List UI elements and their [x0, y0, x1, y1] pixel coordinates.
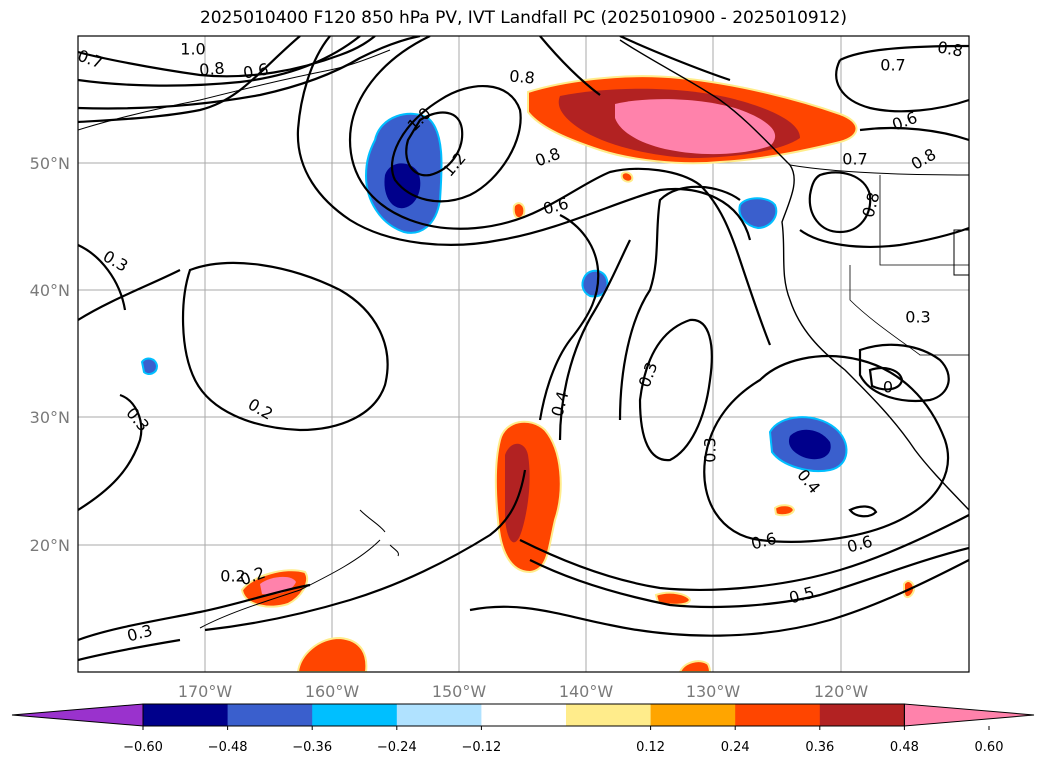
- contour-label: 0: [883, 378, 893, 397]
- contour-label: 0.2: [220, 567, 245, 586]
- positive-anomaly-subtropical-core: [505, 443, 530, 543]
- lat-label: 30°N: [30, 408, 70, 427]
- lon-label: 140°W: [559, 682, 614, 701]
- colorbar-segment: [650, 704, 736, 726]
- colorbar-extend-high: [903, 703, 1035, 727]
- colorbar-tick-label: 0.24: [721, 740, 750, 755]
- colorbar-tick-label: 0.12: [636, 740, 665, 755]
- lon-label: 120°W: [814, 682, 869, 701]
- contour-label: 0.8: [198, 58, 225, 79]
- lat-label: 40°N: [30, 281, 70, 300]
- negative-anomaly-baja-core: [788, 429, 831, 460]
- lon-label: 170°W: [178, 682, 233, 701]
- colorbar-segment: [227, 704, 313, 726]
- lon-label: 160°W: [305, 682, 360, 701]
- colorbar-tick-label: 0.48: [890, 740, 919, 755]
- colorbar-tick-label: 0.36: [805, 740, 834, 755]
- positive-anomaly-bottom-1: [296, 636, 368, 672]
- colorbar-extend-low: [11, 703, 144, 727]
- colorbar-segment: [735, 704, 821, 726]
- contour-label: 0.6: [242, 59, 270, 82]
- map-frame: [77, 35, 970, 673]
- positive-anomaly-small-8: [620, 171, 634, 183]
- latitude-labels: 50°N 40°N 30°N 20°N: [30, 154, 70, 555]
- figure-title: 2025010400 F120 850 hPa PV, IVT Landfall…: [199, 8, 847, 28]
- lon-label: 150°W: [432, 682, 487, 701]
- contour-label: 0.3: [905, 308, 930, 327]
- pv-anomaly-fills: [140, 75, 916, 672]
- colorbar-segment: [312, 704, 398, 726]
- colorbar-tick-label: −0.60: [123, 740, 163, 755]
- lat-label: 50°N: [30, 154, 70, 173]
- positive-anomaly-bc-peak: [615, 99, 776, 155]
- contour-label: 0.7: [880, 56, 905, 75]
- negative-anomaly-small-1: [738, 197, 778, 230]
- colorbar-tick-label: −0.24: [377, 740, 417, 755]
- colorbar-segment: [143, 704, 229, 726]
- colorbar-segment: [819, 704, 905, 726]
- colorbar-tick-label: 0.60: [975, 740, 1004, 755]
- colorbar-segment: [481, 704, 567, 726]
- contour-label: 0.3: [701, 437, 720, 462]
- contour-label: 1.0: [180, 40, 205, 59]
- contour-label: 0.7: [842, 150, 867, 169]
- pv-contours: [78, 36, 969, 662]
- positive-anomaly-small-5: [773, 504, 796, 517]
- positive-anomaly-small-7: [512, 202, 526, 220]
- lon-label: 130°W: [686, 682, 741, 701]
- colorbar-segment: [396, 704, 482, 726]
- map-panel: 1.00.8 0.60.70.80.80.70.60.81.01.2 0.80.60…: [77, 35, 970, 673]
- contour-label: 0.8: [936, 37, 964, 60]
- colorbar-tick-label: −0.48: [208, 740, 248, 755]
- colorbar: −0.60 −0.48 −0.36 −0.24 −0.12 0.12 0.24 0.36 0.4…: [11, 703, 1035, 755]
- contour-label: 0.8: [509, 66, 536, 87]
- colorbar-tick-label: −0.12: [461, 740, 501, 755]
- longitude-labels: 170°W 160°W 150°W 140°W 130°W 120°W: [178, 682, 869, 701]
- lat-label: 20°N: [30, 536, 70, 555]
- colorbar-frame: [142, 703, 905, 727]
- colorbar-segment: [566, 704, 652, 726]
- negative-anomaly-small-3: [140, 357, 159, 375]
- colorbar-tick-label: −0.36: [292, 740, 332, 755]
